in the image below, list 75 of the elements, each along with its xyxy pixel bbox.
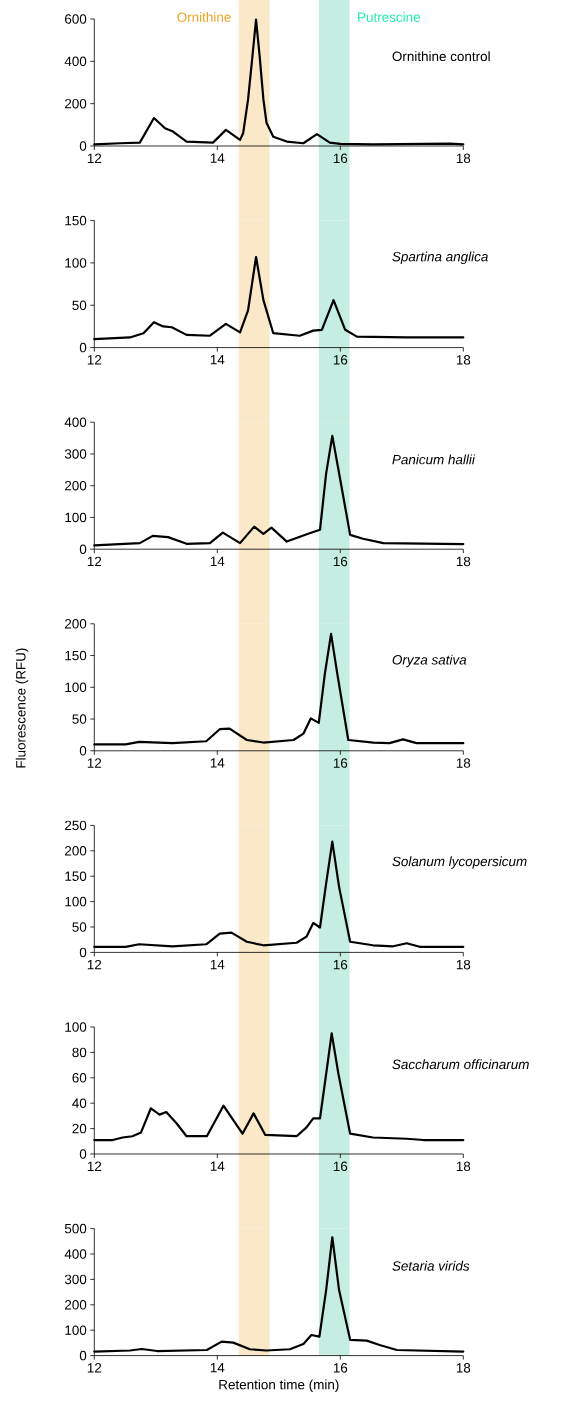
y-tick-label: 100 bbox=[65, 512, 87, 523]
y-tick-label: 0 bbox=[79, 1149, 87, 1159]
x-tick-label: 14 bbox=[210, 1161, 225, 1171]
text: Setaria virids bbox=[392, 1260, 470, 1271]
x-tick-label: 18 bbox=[456, 959, 471, 970]
x-tick-label: 16 bbox=[333, 556, 348, 567]
x-tick-label: 14 bbox=[210, 959, 225, 970]
x-tick-label: 16 bbox=[333, 758, 348, 768]
y-tick-label: 0 bbox=[79, 1350, 87, 1361]
x-tick-label: 12 bbox=[87, 758, 102, 768]
x-tick-label: 16 bbox=[333, 1161, 348, 1172]
y-tick-label: 150 bbox=[65, 215, 87, 226]
x-tick-label: 16 bbox=[333, 355, 348, 365]
y-tick-label: 300 bbox=[64, 449, 87, 459]
y-tick-label: 200 bbox=[65, 98, 87, 109]
x-tick-label: 14 bbox=[210, 355, 225, 365]
y-axis-title: Fluorescence (RFU) bbox=[15, 648, 29, 768]
y-tick-label: 60 bbox=[72, 1073, 87, 1083]
x-tick-label: 12 bbox=[87, 1363, 102, 1373]
y-tick-label: 500 bbox=[64, 1223, 87, 1234]
y-tick-label: 100 bbox=[65, 896, 87, 907]
x-tick-label: 12 bbox=[87, 959, 102, 970]
y-tick-label: 400 bbox=[64, 417, 87, 427]
text: Ornithine control bbox=[392, 51, 490, 62]
x-tick-label: 18 bbox=[456, 153, 471, 164]
y-tick-label: 0 bbox=[79, 544, 87, 554]
y-tick-label: 0 bbox=[79, 947, 87, 958]
band-label: Ornithine bbox=[177, 12, 231, 22]
y-tick-label: 400 bbox=[64, 56, 87, 67]
x-tick-label: 14 bbox=[210, 556, 225, 566]
y-tick-label: 50 bbox=[72, 300, 87, 311]
y-tick-label: 0 bbox=[79, 141, 87, 151]
y-tick-label: 100 bbox=[65, 1022, 87, 1032]
x-tick-label: 18 bbox=[456, 1363, 471, 1373]
y-tick-label: 200 bbox=[65, 480, 87, 491]
y-tick-label: 50 bbox=[72, 714, 87, 724]
x-tick-label: 12 bbox=[87, 556, 102, 567]
y-tick-label: 20 bbox=[72, 1123, 87, 1134]
y-tick-label: 40 bbox=[72, 1098, 87, 1108]
x-tick-label: 12 bbox=[87, 355, 102, 365]
x-tick-label: 16 bbox=[333, 1363, 348, 1373]
y-tick-label: 150 bbox=[65, 650, 87, 661]
y-tick-label: 200 bbox=[65, 846, 87, 856]
x-tick-label: 14 bbox=[210, 1363, 225, 1373]
x-tick-label: 18 bbox=[456, 1161, 471, 1172]
text: Panicum hallii bbox=[392, 454, 476, 465]
y-tick-label: 50 bbox=[72, 922, 87, 932]
y-tick-label: 600 bbox=[65, 14, 87, 24]
y-tick-label: 100 bbox=[65, 1325, 87, 1335]
x-tick-label: 14 bbox=[210, 153, 225, 163]
y-tick-label: 0 bbox=[79, 746, 87, 756]
x-tick-label: 18 bbox=[456, 758, 471, 768]
y-tick-label: 400 bbox=[64, 1249, 87, 1259]
y-tick-label: 150 bbox=[65, 871, 87, 881]
y-tick-label: 200 bbox=[65, 619, 87, 629]
y-tick-label: 0 bbox=[79, 342, 87, 353]
y-tick-label: 200 bbox=[65, 1300, 87, 1310]
x-tick-label: 14 bbox=[210, 758, 225, 768]
text: Spartina anglica bbox=[392, 251, 488, 265]
text: Oryza sativa bbox=[392, 654, 467, 668]
y-tick-label: 250 bbox=[65, 820, 87, 831]
x-tick-label: 18 bbox=[456, 556, 471, 567]
x-axis-title: Retention time (min) bbox=[219, 1379, 339, 1393]
x-tick-label: 12 bbox=[87, 1161, 102, 1171]
y-tick-label: 100 bbox=[65, 258, 87, 268]
y-tick-label: 300 bbox=[64, 1274, 87, 1285]
x-tick-label: 16 bbox=[333, 959, 348, 970]
y-tick-label: 80 bbox=[72, 1047, 87, 1058]
text: Saccharum officinarum bbox=[392, 1059, 529, 1070]
x-tick-label: 12 bbox=[87, 153, 102, 163]
x-tick-label: 18 bbox=[456, 355, 471, 365]
text: Solanum lycopersicum bbox=[392, 856, 527, 869]
y-tick-label: 100 bbox=[65, 682, 87, 693]
x-tick-label: 16 bbox=[333, 153, 348, 164]
band-label: Putrescine bbox=[358, 12, 420, 22]
